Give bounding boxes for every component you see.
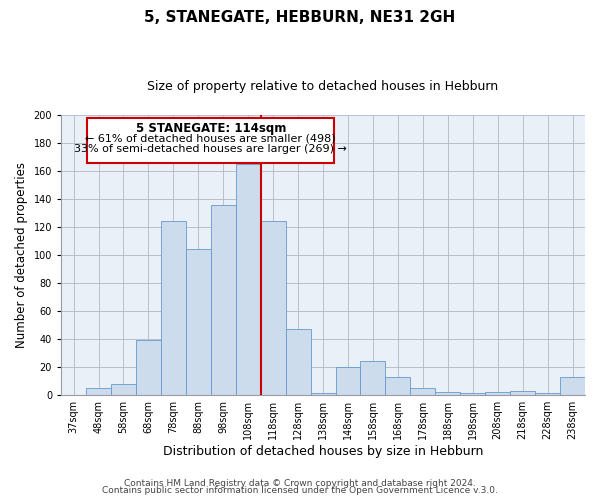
Text: ← 61% of detached houses are smaller (498): ← 61% of detached houses are smaller (49…	[85, 133, 336, 143]
Bar	[236, 164, 260, 394]
Text: 33% of semi-detached houses are larger (269) →: 33% of semi-detached houses are larger (…	[74, 144, 347, 154]
Bar	[136, 340, 161, 394]
Bar	[385, 376, 410, 394]
Bar	[361, 361, 385, 394]
Bar	[510, 390, 535, 394]
Bar	[485, 392, 510, 394]
Bar	[560, 376, 585, 394]
Text: Contains HM Land Registry data © Crown copyright and database right 2024.: Contains HM Land Registry data © Crown c…	[124, 478, 476, 488]
Bar	[186, 250, 211, 394]
X-axis label: Distribution of detached houses by size in Hebburn: Distribution of detached houses by size …	[163, 444, 483, 458]
Bar	[211, 204, 236, 394]
Bar	[111, 384, 136, 394]
Y-axis label: Number of detached properties: Number of detached properties	[15, 162, 28, 348]
Bar	[286, 329, 311, 394]
Bar	[436, 392, 460, 394]
Bar	[335, 366, 361, 394]
Text: Contains public sector information licensed under the Open Government Licence v.: Contains public sector information licen…	[102, 486, 498, 495]
Title: Size of property relative to detached houses in Hebburn: Size of property relative to detached ho…	[148, 80, 499, 93]
Bar	[260, 222, 286, 394]
Text: 5 STANEGATE: 114sqm: 5 STANEGATE: 114sqm	[136, 122, 286, 135]
FancyBboxPatch shape	[87, 118, 334, 162]
Bar	[86, 388, 111, 394]
Bar	[410, 388, 436, 394]
Bar	[161, 222, 186, 394]
Text: 5, STANEGATE, HEBBURN, NE31 2GH: 5, STANEGATE, HEBBURN, NE31 2GH	[145, 10, 455, 25]
